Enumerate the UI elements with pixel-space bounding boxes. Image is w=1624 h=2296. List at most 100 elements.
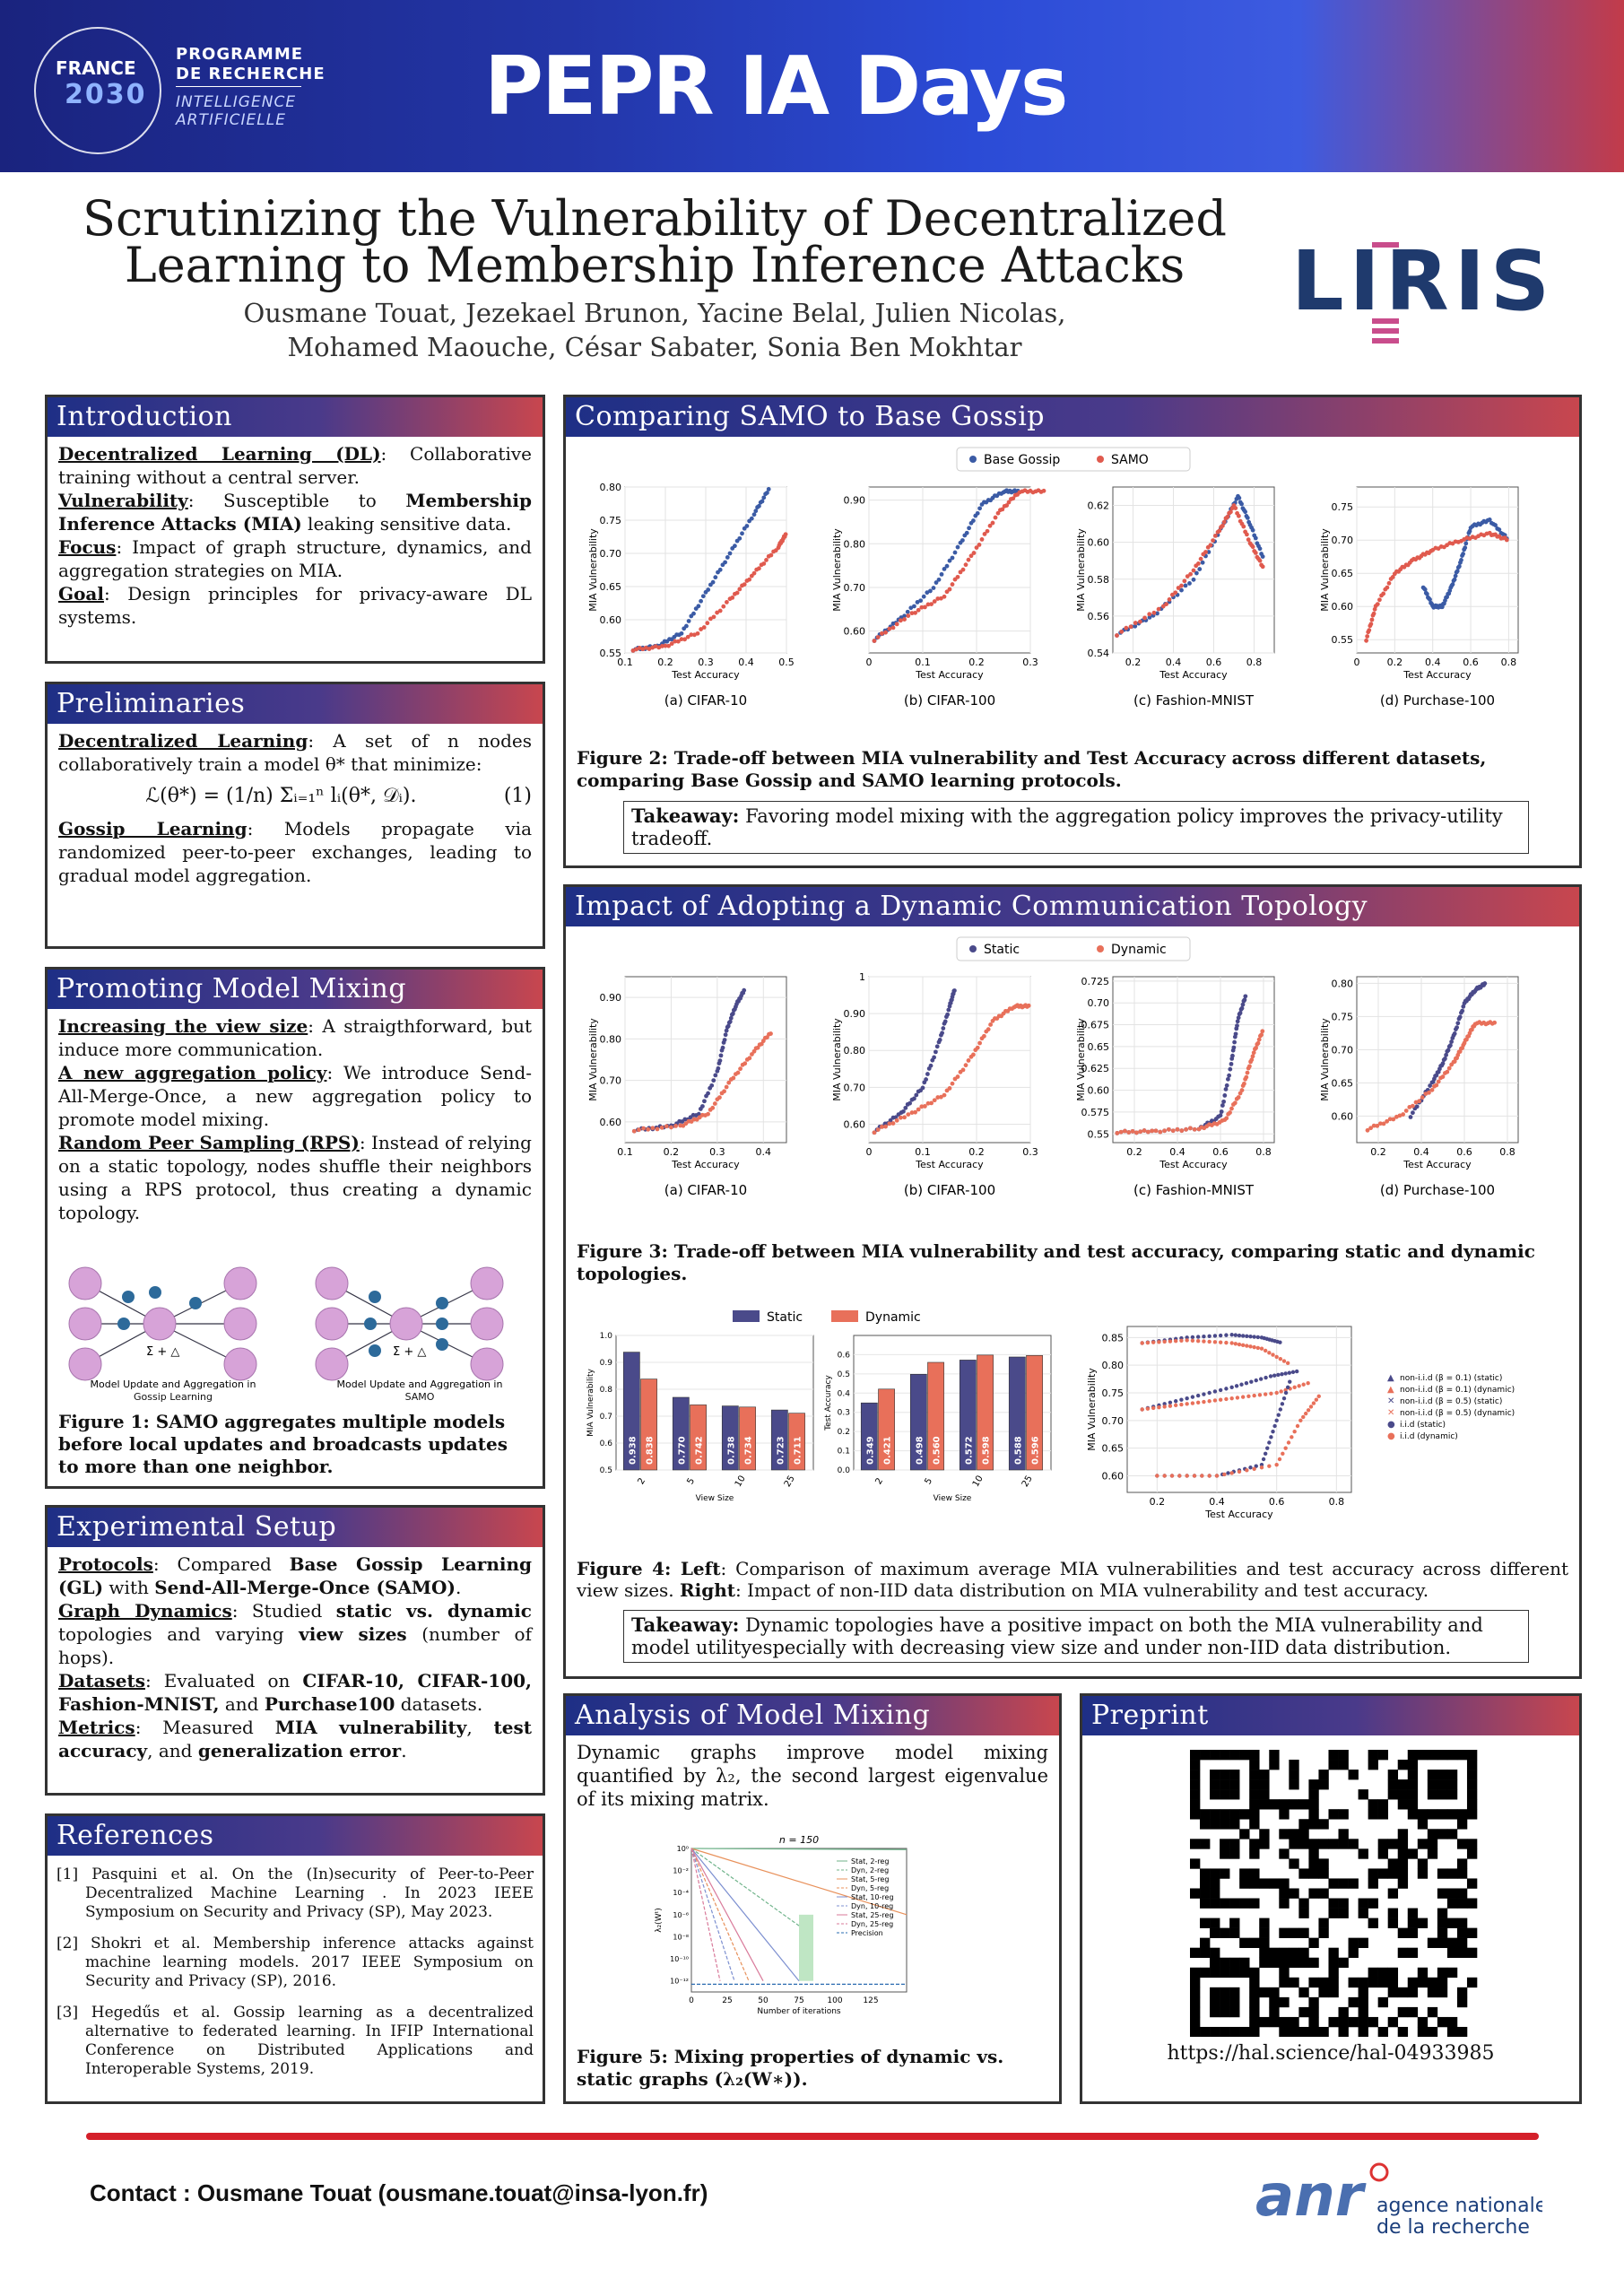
- qr-module: [1456, 1868, 1468, 1879]
- data-point: [1375, 602, 1380, 607]
- data-point: [723, 1032, 728, 1038]
- qr-module: [1446, 2016, 1458, 2028]
- data-point: [1239, 1088, 1245, 1092]
- intro-text: Decentralized Learning (DL): Collaborati…: [48, 437, 543, 634]
- qr-module: [1387, 1839, 1399, 1849]
- data-point: [1286, 1440, 1291, 1445]
- x-tick-label: 0.6: [1269, 1496, 1285, 1508]
- qr-module: [1249, 1868, 1260, 1879]
- data-point: [721, 604, 726, 609]
- qr-module: [1259, 2016, 1270, 2028]
- bar: [1026, 1354, 1043, 1471]
- data-point: [1190, 1338, 1195, 1344]
- data-point: [738, 1066, 743, 1072]
- data-point: [679, 637, 684, 642]
- data-point: [928, 588, 933, 594]
- qr-module: [1407, 1760, 1419, 1770]
- data-point: [1162, 1339, 1167, 1344]
- qr-module: [1289, 2016, 1299, 2028]
- data-point: [733, 544, 737, 549]
- data-point: [1308, 1405, 1314, 1409]
- data-point: [1236, 1095, 1241, 1100]
- qr-module: [1239, 1878, 1250, 1889]
- x-tick-label: 0.8: [1499, 1146, 1515, 1158]
- metric-generalization: generalization error: [197, 1740, 402, 1761]
- qr-module: [1220, 1996, 1230, 2008]
- qr-module: [1289, 1760, 1299, 1770]
- data-point: [1254, 1464, 1258, 1468]
- header-banner: FRANCE 2030 PROGRAMME DE RECHERCHE INTEL…: [0, 0, 1624, 172]
- qr-module: [1279, 1967, 1290, 1979]
- data-point: [940, 1031, 944, 1036]
- y-tick-label: 0.1: [838, 1448, 850, 1457]
- qr-module: [1229, 1819, 1240, 1830]
- data-point: [737, 587, 743, 592]
- qr-module: [1358, 1987, 1368, 1998]
- x-axis-label: Test Accuracy: [1204, 1509, 1273, 1520]
- data-point: [1372, 606, 1377, 612]
- data-point: [971, 518, 976, 523]
- data-point: [1224, 1396, 1229, 1402]
- data-point: [912, 604, 916, 609]
- qr-module: [1407, 1809, 1419, 1820]
- data-point: [731, 1075, 736, 1081]
- data-point: [1202, 1399, 1206, 1405]
- qr-module: [1377, 1996, 1388, 2008]
- bar: [721, 1405, 739, 1471]
- subfigure-label: (d) Purchase-100: [1380, 1182, 1495, 1198]
- qr-module: [1318, 1858, 1329, 1869]
- ref-2: [2] Shokri et al. Membership inference a…: [56, 1935, 534, 1990]
- qr-module: [1220, 1809, 1230, 1820]
- y-tick-label: 1.0: [600, 1332, 613, 1341]
- data-point: [1176, 586, 1181, 590]
- qr-module: [1210, 1947, 1220, 1959]
- data-point: [1160, 604, 1166, 609]
- data-point: [1252, 1335, 1256, 1339]
- qr-module: [1318, 1927, 1329, 1938]
- preprint-url[interactable]: https://hal.science/hal-04933985: [1167, 2042, 1495, 2065]
- data-point: [1445, 1069, 1450, 1074]
- data-point: [1461, 1004, 1466, 1009]
- series-line: [690, 1848, 721, 1981]
- figure-3-caption: Figure 3: Trade-off between MIA vulnerab…: [577, 1240, 1535, 1284]
- qr-code[interactable]: [1163, 1750, 1504, 2037]
- bar-panel-fig4-acc: 0.0 0.1 0.2 0.3 0.4 0.5 0.6 0.349 0.421 2 0.498 0.5…: [824, 1335, 1052, 1503]
- data-point: [977, 506, 982, 511]
- data-point: [1239, 1382, 1244, 1387]
- y-tick-label: 0.70: [600, 548, 622, 560]
- qr-module: [1289, 1957, 1299, 1969]
- legend-frame: [956, 447, 1191, 472]
- legend-marker: ▲: [1387, 1385, 1394, 1395]
- data-point: [1448, 1043, 1453, 1048]
- qr-module: [1338, 1839, 1349, 1849]
- qr-module: [1220, 1957, 1230, 1969]
- data-point: [1134, 1130, 1139, 1135]
- data-point: [1207, 1339, 1211, 1344]
- y-tick-label: 0.7: [600, 1413, 612, 1422]
- data-point: [1157, 1340, 1161, 1344]
- qr-module: [1289, 2026, 1299, 2037]
- data-point: [975, 1045, 980, 1050]
- datasets-and: and: [219, 1693, 265, 1715]
- data-point: [923, 604, 927, 610]
- x-tick-label: 0: [866, 1146, 873, 1158]
- qr-module: [1417, 1809, 1429, 1820]
- data-point: [1242, 1081, 1246, 1086]
- data-point: [1283, 1446, 1288, 1450]
- datasets-end: datasets.: [395, 1693, 483, 1715]
- y-tick-label: 0.90: [600, 992, 622, 1004]
- qr-module: [1229, 1957, 1240, 1969]
- qr-module: [1427, 1809, 1438, 1820]
- data-point: [717, 1095, 722, 1100]
- data-point: [1229, 1396, 1234, 1401]
- legend-label: Base Gossip: [984, 453, 1060, 467]
- prelim-box: Preliminaries Decentralized Learning: A …: [45, 682, 545, 949]
- data-point: [1250, 527, 1255, 533]
- data-point: [1224, 1387, 1229, 1391]
- data-point: [925, 1072, 930, 1076]
- qr-module: [1289, 1927, 1299, 1938]
- data-point: [937, 1038, 942, 1042]
- legend-label: Static: [767, 1310, 803, 1325]
- data-point: [742, 987, 747, 993]
- plot-frame: [1356, 486, 1519, 654]
